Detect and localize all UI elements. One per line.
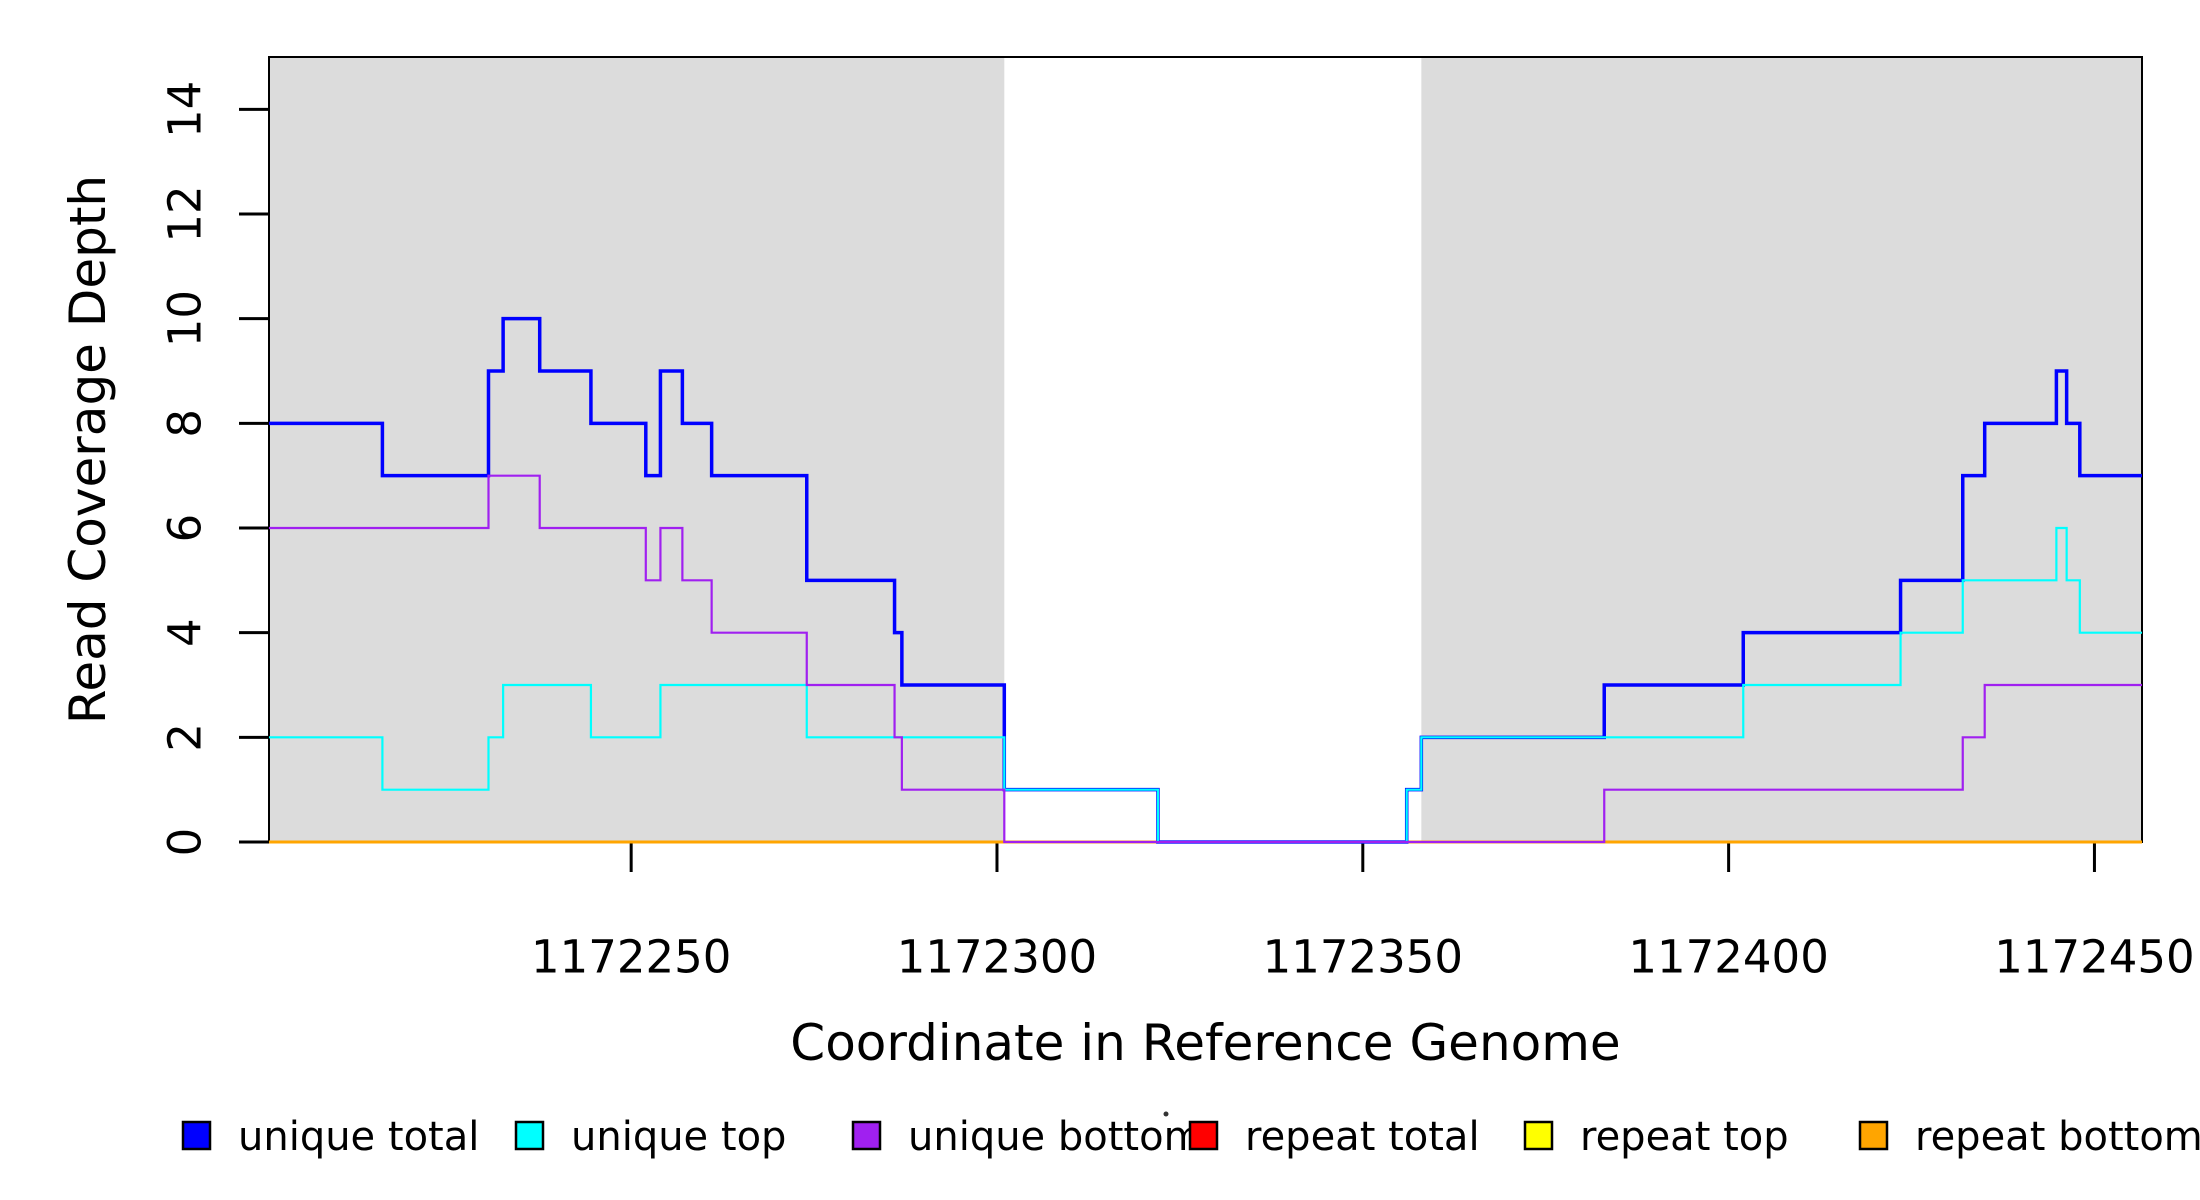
- legend-label: unique bottom: [908, 1114, 1203, 1160]
- legend-swatch: [514, 1120, 545, 1151]
- y-axis-tick-label: 4: [159, 618, 212, 647]
- x-axis-tick-label: 1172300: [897, 931, 1097, 984]
- legend-item-unique-top: unique top: [514, 1114, 786, 1160]
- legend-item-unique-total: unique total: [181, 1114, 479, 1160]
- legend-item-unique-bottom: unique bottom: [851, 1114, 1203, 1160]
- legend-label: unique total: [238, 1114, 479, 1160]
- y-axis-tick-label: 10: [159, 290, 212, 347]
- legend-label: repeat total: [1245, 1114, 1480, 1160]
- x-axis-tick-label: 1172450: [1994, 931, 2194, 984]
- y-axis-title: Read Coverage Depth: [59, 175, 117, 724]
- legend-swatch: [181, 1120, 212, 1151]
- legend-swatch: [851, 1120, 882, 1151]
- x-axis-tick-label: 1172400: [1628, 931, 1828, 984]
- y-axis-tick-label: 2: [159, 723, 212, 752]
- series-unique-bottom-line: [269, 474, 2142, 844]
- y-axis-tick-label: 12: [159, 185, 212, 242]
- y-axis-tick-label: 6: [159, 514, 212, 543]
- legend-swatch: [1188, 1120, 1219, 1151]
- legend-label: repeat bottom: [1915, 1114, 2200, 1160]
- y-axis-tick-label: 14: [159, 81, 212, 138]
- x-axis-tick-label: 1172250: [531, 931, 731, 984]
- legend-swatch: [1858, 1120, 1889, 1151]
- legend-item-repeat-bottom: repeat bottom: [1858, 1114, 2200, 1160]
- right-gray-region: [1421, 57, 2142, 842]
- legend-label: unique top: [571, 1114, 786, 1160]
- series-unique-total-line: [269, 316, 2142, 844]
- x-axis-title: Coordinate in Reference Genome: [790, 1014, 1620, 1072]
- legend-label: repeat top: [1580, 1114, 1789, 1160]
- legend-item-repeat-top: repeat top: [1523, 1114, 1789, 1160]
- y-axis-tick-label: 8: [159, 409, 212, 438]
- stray-mark: [1163, 1111, 1169, 1117]
- legend-item-repeat-total: repeat total: [1188, 1114, 1480, 1160]
- legend-swatch: [1523, 1120, 1554, 1151]
- x-axis-tick-label: 1172350: [1263, 931, 1463, 984]
- left-gray-region: [269, 57, 1005, 842]
- y-axis-tick-label: 0: [159, 828, 212, 857]
